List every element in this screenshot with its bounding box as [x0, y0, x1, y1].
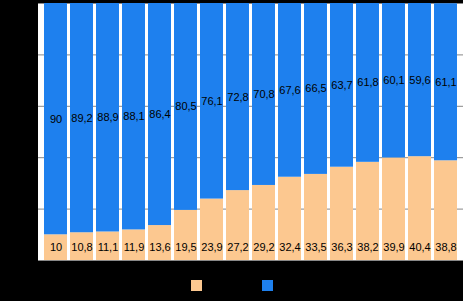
svg-text:70,8: 70,8	[253, 88, 274, 100]
svg-text:36,3: 36,3	[331, 241, 352, 253]
svg-text:19,5: 19,5	[175, 241, 196, 253]
svg-text:59,6: 59,6	[409, 74, 430, 86]
svg-text:89,2: 89,2	[71, 112, 92, 124]
svg-text:61,1: 61,1	[435, 76, 456, 88]
svg-text:13,6: 13,6	[149, 241, 170, 253]
svg-text:29,2: 29,2	[253, 241, 274, 253]
svg-text:40,4: 40,4	[409, 241, 430, 253]
svg-text:10: 10	[50, 241, 62, 253]
svg-text:27,2: 27,2	[227, 241, 248, 253]
svg-text:32,4: 32,4	[279, 241, 300, 253]
svg-text:66,5: 66,5	[305, 82, 326, 94]
svg-text:72,8: 72,8	[227, 91, 248, 103]
svg-text:90: 90	[50, 113, 62, 125]
svg-text:11,9: 11,9	[124, 241, 145, 253]
svg-text:67,6: 67,6	[279, 84, 300, 96]
svg-text:38,8: 38,8	[435, 241, 456, 253]
svg-text:39,9: 39,9	[383, 241, 404, 253]
svg-text:38,2: 38,2	[357, 241, 378, 253]
svg-text:33,5: 33,5	[305, 241, 326, 253]
svg-text:88,9: 88,9	[97, 111, 118, 123]
svg-text:60,1: 60,1	[383, 74, 404, 86]
svg-text:88,1: 88,1	[123, 110, 144, 122]
svg-text:86,4: 86,4	[149, 108, 170, 120]
svg-text:63,7: 63,7	[331, 79, 352, 91]
svg-text:61,8: 61,8	[357, 76, 378, 88]
svg-text:11,1: 11,1	[98, 241, 119, 253]
svg-text:23,9: 23,9	[201, 241, 222, 253]
svg-text:10,8: 10,8	[71, 241, 92, 253]
svg-text:76,1: 76,1	[201, 95, 222, 107]
svg-text:80,5: 80,5	[175, 100, 196, 112]
